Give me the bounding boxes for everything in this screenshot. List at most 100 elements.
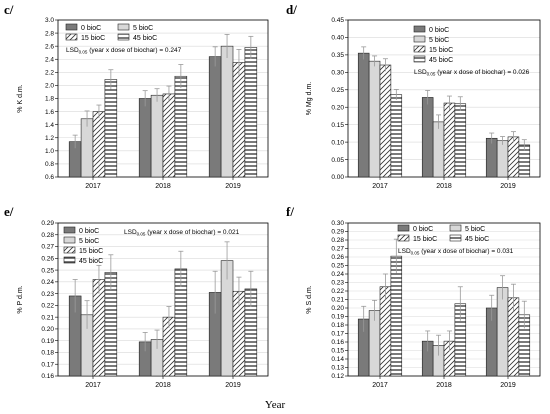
legend: 0 bioC 5 bioC 15 bioC 45 bioC [63,226,103,265]
x-tick-label: 2017 [85,183,101,190]
x-tick-label: 2019 [225,382,241,389]
y-tick-label: 0.30 [331,220,344,227]
y-axis-label: % P d.m. [17,285,24,313]
y-tick-label: 1.0 [45,148,54,155]
bar-45-bioc [174,75,188,178]
legend: 0 bioC 5 bioC 15 bioC 45 bioC [413,25,453,64]
legend-swatch [449,234,462,242]
legend: 0 bioC 5 bioC 15 bioC 45 bioC [397,224,489,243]
y-tick-label: 0.17 [331,331,344,338]
bar-45-bioc [104,79,118,178]
y-tick-label: 0.23 [331,280,344,287]
bar-15-bioc [379,286,392,377]
y-tick-label: 0.00 [331,174,344,181]
legend-label: 0 bioC [413,226,433,233]
y-tick-label: 3.0 [45,17,54,24]
bar-15-bioc [162,93,176,178]
bar-5-bioc [80,118,94,178]
legend-label: 0 bioC [81,25,101,32]
bar-0-bioc [138,98,152,178]
y-tick-label: 0.16 [331,339,344,346]
legend-label: 5 bioC [429,37,449,44]
y-tick-label: 0.24 [41,279,54,286]
legend-swatch [413,55,426,63]
legend-label: 45 bioC [133,35,157,42]
legend-swatch [413,35,426,43]
x-tick-label: 2018 [155,382,171,389]
y-tick-label: 0.14 [331,356,344,363]
y-tick-label: 0.12 [331,373,344,380]
legend-label: 0 bioC [79,228,99,235]
y-tick-label: 0.25 [331,263,344,270]
x-tick-label: 2018 [436,382,452,389]
x-tick-label: 2019 [225,183,241,190]
lsd-annotation: LSD0.05 (year x dose of biochar) = 0.021 [124,229,240,237]
bar-15-bioc [92,279,106,377]
x-tick-label: 2019 [500,382,516,389]
bar-0-bioc [208,56,222,178]
y-tick-label: 2.2 [45,70,54,77]
y-tick-label: 0.23 [41,291,54,298]
y-tick-label: 1.6 [45,109,54,116]
bar-45-bioc [390,94,403,178]
y-tick-label: 0.40 [331,35,344,42]
legend-swatch [65,23,78,31]
lsd-annotation: LSD0.05 (year x dose of biochar) = 0.031 [398,248,514,256]
y-tick-label: 0.45 [331,17,344,24]
legend-label: 15 bioC [79,248,103,255]
bar-5-bioc [496,140,509,178]
x-tick-label: 2017 [372,382,388,389]
x-tick-label: 2019 [500,183,516,190]
y-tick-label: 2.0 [45,83,54,90]
legend-swatch [65,33,78,41]
y-tick-label: 0.8 [45,161,54,168]
y-tick-label: 0.10 [331,139,344,146]
lsd-annotation: LSD0.05 (year x dose of biochar) = 0.026 [414,69,530,77]
panel-letter: e/ [4,204,14,219]
y-tick-label: 0.16 [41,373,54,380]
panel-letter: f/ [286,204,294,219]
y-axis-label: % Mg d.m. [306,82,313,116]
legend-label: 15 bioC [413,236,437,243]
y-tick-label: 2.6 [45,43,54,50]
y-tick-label: 0.25 [331,87,344,94]
y-tick-label: 0.20 [41,326,54,333]
legend-swatch [117,23,130,31]
panel-letter: d/ [286,2,297,17]
legend-label: 5 bioC [79,238,99,245]
y-tick-label: 0.21 [41,314,54,321]
bar-15-bioc [379,64,392,178]
y-tick-label: 1.8 [45,96,54,103]
legend-swatch [413,25,426,33]
bar-15-bioc [443,102,456,178]
legend-swatch [413,45,426,53]
y-tick-label: 0.20 [331,305,344,312]
y-tick-label: 0.29 [41,220,54,227]
y-tick-label: 0.27 [331,246,344,253]
y-tick-label: 0.22 [331,288,344,295]
legend-label: 15 bioC [429,47,453,54]
y-tick-label: 0.35 [331,52,344,59]
legend-swatch [397,234,410,242]
legend-swatch [449,224,462,232]
panel-f: f/0.120.130.140.150.160.170.180.190.200.… [286,204,541,389]
bar-5-bioc [496,287,509,377]
legend-swatch [63,256,76,264]
y-tick-label: 2.8 [45,30,54,37]
y-tick-label: 0.20 [331,104,344,111]
x-axis-title: Year [265,399,286,411]
bar-0-bioc [485,137,498,178]
bar-45-bioc [454,103,467,178]
legend-swatch [63,226,76,234]
y-tick-label: 1.4 [45,122,54,129]
legend-label: 45 bioC [429,57,453,64]
legend-label: 45 bioC [465,236,489,243]
legend-label: 5 bioC [465,226,485,233]
x-tick-label: 2017 [372,183,388,190]
y-axis-label: % S d.m. [306,285,313,313]
bar-5-bioc [220,45,234,178]
y-tick-label: 1.2 [45,135,54,142]
legend-swatch [397,224,410,232]
x-tick-label: 2018 [436,183,452,190]
